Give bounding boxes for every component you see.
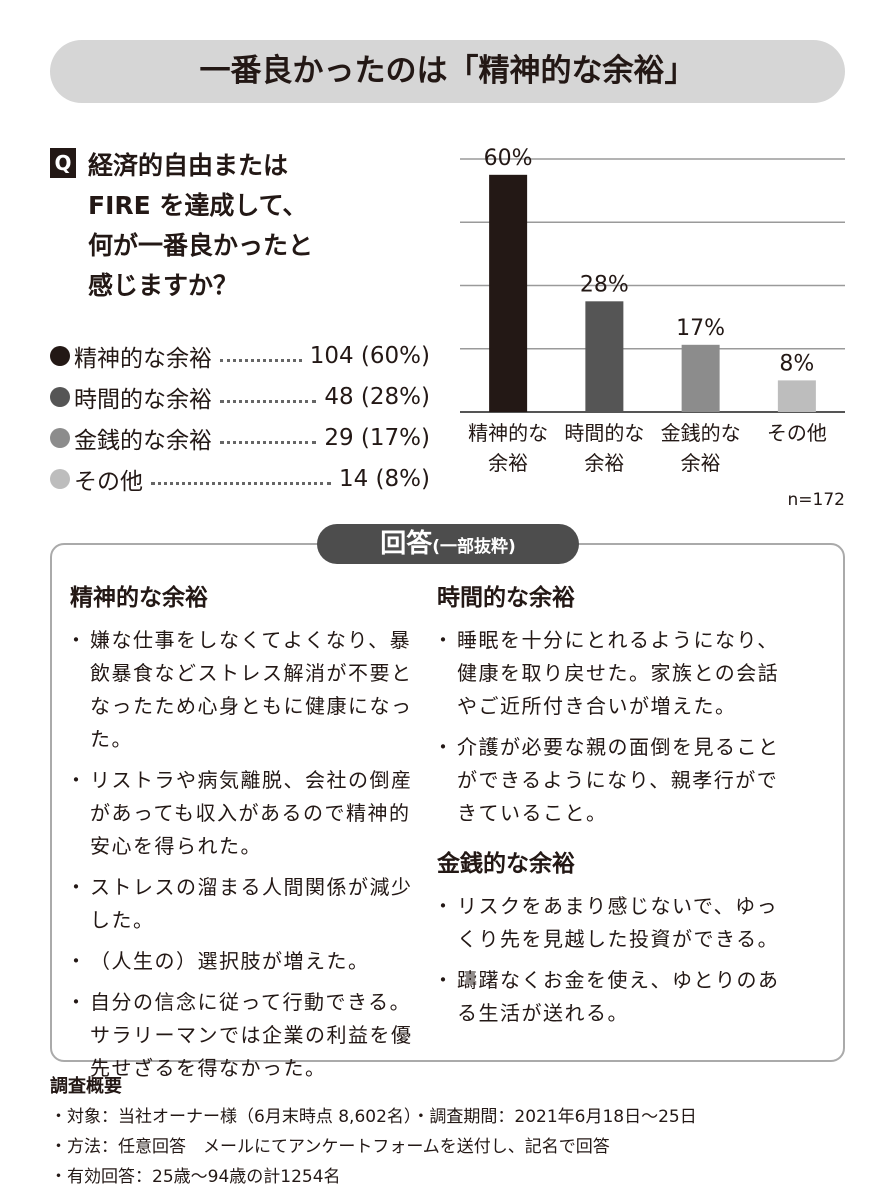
legend-item: 金銭的な余裕 29 (17%) [50, 418, 430, 458]
answers-title-text: 回答 [380, 529, 433, 559]
answers-title: 回答(一部抜粋) [317, 524, 579, 564]
question-line: FIRE を達成して、 [88, 191, 308, 220]
legend-dot [50, 428, 70, 448]
answer-item: リスクをあまり感じないで、ゆっくり先を見越した投資ができる。 [433, 890, 782, 956]
answer-heading: 時間的な余裕 [437, 585, 575, 611]
legend-figure: 104 (60%) [309, 343, 430, 369]
legend-item: 精神的な余裕 104 (60%) [50, 336, 430, 376]
value-label: 17% [676, 316, 725, 341]
survey-line: ・対象：当社オーナー様（6月末時点 8,602名）・調査期間：2021年6月18… [50, 1107, 697, 1127]
question-line: 何が一番良かったと [88, 231, 314, 260]
legend-dot [50, 346, 70, 366]
leader [220, 399, 317, 403]
legend-figure: 14 (8%) [338, 466, 430, 492]
question-line: 感じますか？ [88, 271, 239, 300]
bar [585, 301, 624, 412]
x-tick-label: 精神的な余裕 [468, 421, 549, 475]
answer-list: 嫌な仕事をしなくてよくなり、暴飲暴食などストレス解消が不要となったため心身ともに… [66, 624, 415, 1085]
answer-list: リスクをあまり感じないで、ゆっくり先を見越した投資ができる。躊躇なくお金を使え、… [433, 890, 782, 1030]
answer-item: 躊躇なくお金を使え、ゆとりのある生活が送れる。 [433, 964, 782, 1030]
answer-column: 精神的な余裕嫌な仕事をしなくてよくなり、暴飲暴食などストレス解消が不要となったた… [66, 578, 415, 1099]
legend-label: 金銭的な余裕 [74, 428, 212, 454]
x-tick-label: 時間的な余裕 [564, 421, 645, 475]
answer-column: 時間的な余裕睡眠を十分にとれるようになり、健康を取り戻せた。家族との会話やご近所… [433, 578, 782, 1044]
bar [777, 380, 816, 412]
value-label: 28% [580, 272, 629, 297]
question-line: 経済的自由または [88, 151, 289, 180]
survey-text: 対象：当社オーナー様（6月末時点 8,602名）・調査期間：2021年6月18日… [67, 1107, 697, 1127]
answer-heading: 精神的な余裕 [70, 585, 208, 611]
leader [151, 481, 331, 485]
legend-label: その他 [74, 469, 143, 495]
answer-item: （人生の）選択肢が増えた。 [66, 945, 415, 978]
chart: 60% 28% 17% 8% [460, 146, 845, 413]
answer-item: 嫌な仕事をしなくてよくなり、暴飲暴食などストレス解消が不要となったため心身ともに… [66, 624, 415, 756]
x-tick-label: 金銭的な余裕 [660, 421, 741, 475]
header-title: 一番良かったのは「精神的な余裕」 [50, 40, 845, 103]
value-label: 8% [779, 351, 814, 376]
survey-line: ・方法：任意回答 メールにてアンケートフォームを送付し、記名で回答 [50, 1137, 610, 1157]
legend-dot [50, 387, 70, 407]
q-badge: Q [50, 148, 76, 178]
survey: 調査概要 ・対象：当社オーナー様（6月末時点 8,602名）・調査期間：2021… [50, 1072, 697, 1192]
legend-dot [50, 469, 70, 489]
value-label: 60% [484, 146, 533, 171]
answer-item: ストレスの溜まる人間関係が減少した。 [66, 871, 415, 937]
answer-item: 介護が必要な親の面倒を見ることができるようになり、親孝行ができていること。 [433, 731, 782, 830]
survey-line: ・有効回答：25歳～94歳の計1254名 [50, 1167, 341, 1187]
leader [220, 358, 302, 362]
answer-heading: 金銭的な余裕 [437, 851, 575, 877]
survey-title: 調査概要 [50, 1076, 122, 1097]
legend-item: 時間的な余裕 48 (28%) [50, 377, 430, 417]
note: n=172 [787, 490, 845, 510]
survey-text: 有効回答：25歳～94歳の計1254名 [67, 1167, 341, 1187]
legend-figure: 48 (28%) [324, 384, 430, 410]
survey-text: 方法：任意回答 メールにてアンケートフォームを送付し、記名で回答 [67, 1137, 610, 1157]
bar [489, 174, 528, 412]
answers-subtitle: (一部抜粋) [432, 537, 516, 557]
legend-item: その他 14 (8%) [50, 459, 430, 499]
answer-item: 睡眠を十分にとれるようになり、健康を取り戻せた。家族との会話やご近所付き合いが増… [433, 624, 782, 723]
bar [681, 344, 720, 412]
x-tick-label: その他 [766, 421, 827, 445]
legend-label: 時間的な余裕 [74, 387, 212, 413]
answer-item: リストラや病気離脱、会社の倒産があっても収入があるので精神的安心を得られた。 [66, 764, 415, 863]
answer-item: 自分の信念に従って行動できる。サラリーマンでは企業の利益を優先せざるを得なかった… [66, 986, 415, 1085]
answer-list: 睡眠を十分にとれるようになり、健康を取り戻せた。家族との会話やご近所付き合いが増… [433, 624, 782, 830]
legend-label: 精神的な余裕 [74, 346, 212, 372]
leader [220, 440, 317, 444]
legend-figure: 29 (17%) [324, 425, 430, 451]
